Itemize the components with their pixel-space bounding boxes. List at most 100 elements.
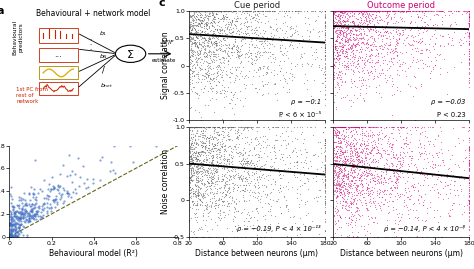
Point	[413, 23, 421, 28]
Point	[364, 151, 371, 155]
Point	[7, 194, 15, 198]
Point	[355, 37, 362, 42]
Point	[363, 171, 370, 175]
Point	[357, 41, 365, 45]
Point	[343, 207, 350, 211]
Point	[335, 23, 343, 27]
Point	[389, 136, 397, 140]
Point	[205, 66, 212, 70]
Point	[211, 9, 219, 13]
Point	[251, 45, 258, 50]
Point	[17, 208, 25, 213]
Point	[341, 40, 349, 44]
Point	[374, 201, 382, 206]
Point	[337, 125, 344, 129]
Point	[235, 150, 243, 154]
Point	[237, 131, 245, 136]
Point	[465, 195, 473, 199]
Point	[341, 193, 348, 197]
Point	[220, 125, 228, 129]
Point	[421, 9, 429, 13]
Point	[321, 41, 329, 46]
Point	[197, 15, 205, 20]
Point	[307, 30, 314, 34]
Point	[197, 161, 205, 165]
Point	[220, 149, 228, 153]
Point	[298, 151, 305, 156]
Point	[334, 17, 342, 22]
Point	[409, 169, 417, 174]
Point	[248, 37, 255, 41]
Point	[199, 167, 206, 171]
Point	[359, 147, 366, 151]
Point	[211, 179, 219, 184]
Point	[346, 163, 354, 167]
Point	[209, 9, 217, 13]
Point	[187, 14, 195, 18]
Point	[204, 31, 212, 35]
Point	[465, 188, 473, 192]
Point	[191, 133, 199, 137]
Point	[196, 13, 203, 17]
Point	[353, 9, 360, 13]
Point	[260, 50, 267, 54]
Point	[7, 234, 14, 238]
Point	[287, 42, 294, 47]
Point	[365, 208, 372, 212]
Point	[45, 182, 52, 186]
Point	[286, 215, 293, 220]
Point	[372, 9, 379, 13]
Point	[222, 137, 230, 142]
Point	[334, 12, 342, 17]
Point	[284, 166, 292, 170]
Point	[350, 169, 358, 174]
Point	[16, 223, 24, 227]
Point	[258, 36, 265, 40]
Point	[267, 190, 274, 194]
Point	[202, 51, 210, 55]
Point	[279, 84, 287, 89]
Point	[209, 148, 217, 153]
Point	[332, 56, 339, 60]
Point	[465, 161, 473, 165]
Point	[188, 125, 196, 129]
Point	[261, 14, 268, 18]
Point	[383, 180, 390, 185]
Point	[411, 185, 419, 190]
Point	[217, 38, 224, 42]
Point	[232, 44, 239, 49]
Point	[237, 12, 245, 16]
Point	[388, 125, 396, 129]
Point	[206, 210, 213, 214]
Point	[338, 169, 346, 174]
Point	[203, 31, 211, 35]
Point	[361, 12, 368, 16]
Point	[290, 214, 297, 218]
Point	[321, 125, 329, 129]
Point	[206, 146, 213, 150]
Point	[347, 9, 355, 13]
Point	[192, 142, 200, 146]
Point	[217, 163, 225, 167]
Point	[266, 50, 273, 54]
Point	[255, 152, 262, 156]
Point	[394, 221, 401, 226]
Point	[204, 163, 212, 168]
Point	[465, 30, 473, 34]
Point	[412, 86, 419, 90]
Point	[193, 157, 201, 161]
Point	[204, 179, 211, 183]
Point	[388, 125, 396, 129]
Point	[344, 11, 351, 15]
Point	[321, 200, 329, 204]
Point	[247, 235, 255, 239]
Point	[255, 65, 263, 70]
Point	[355, 217, 363, 222]
Point	[236, 133, 243, 137]
Point	[188, 128, 196, 132]
Point	[255, 87, 263, 91]
Point	[215, 125, 223, 129]
Point	[333, 33, 341, 37]
Point	[383, 152, 391, 156]
Point	[191, 182, 199, 186]
